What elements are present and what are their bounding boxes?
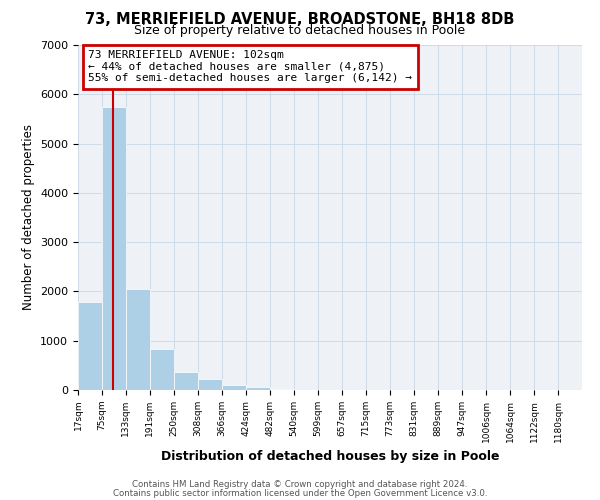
Y-axis label: Number of detached properties: Number of detached properties — [22, 124, 35, 310]
Text: Size of property relative to detached houses in Poole: Size of property relative to detached ho… — [134, 24, 466, 37]
Bar — [150, 349, 173, 390]
Bar — [222, 384, 246, 390]
Text: Contains public sector information licensed under the Open Government Licence v3: Contains public sector information licen… — [113, 488, 487, 498]
X-axis label: Distribution of detached houses by size in Poole: Distribution of detached houses by size … — [161, 450, 499, 463]
Bar — [246, 388, 270, 390]
Text: Contains HM Land Registry data © Crown copyright and database right 2024.: Contains HM Land Registry data © Crown c… — [132, 480, 468, 489]
Bar — [78, 302, 102, 390]
Text: 73, MERRIEFIELD AVENUE, BROADSTONE, BH18 8DB: 73, MERRIEFIELD AVENUE, BROADSTONE, BH18… — [85, 12, 515, 28]
Text: 73 MERRIEFIELD AVENUE: 102sqm
← 44% of detached houses are smaller (4,875)
55% o: 73 MERRIEFIELD AVENUE: 102sqm ← 44% of d… — [88, 50, 412, 84]
Bar — [199, 378, 222, 390]
Bar — [175, 372, 198, 390]
Bar — [102, 106, 125, 390]
Bar — [126, 289, 149, 390]
Bar — [270, 389, 293, 390]
